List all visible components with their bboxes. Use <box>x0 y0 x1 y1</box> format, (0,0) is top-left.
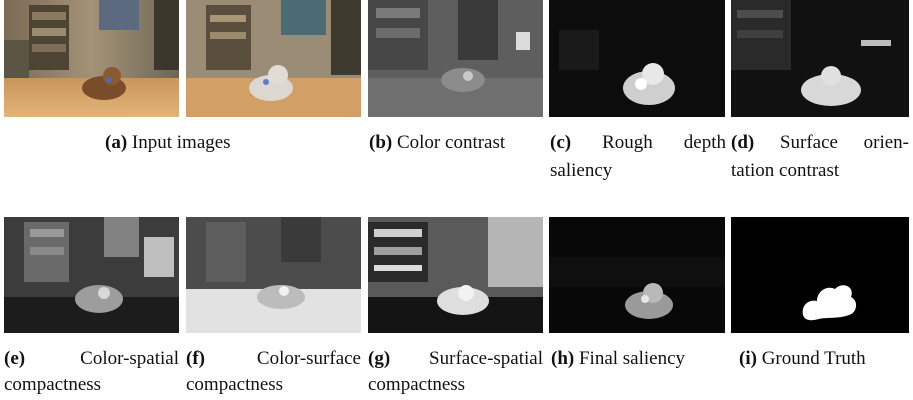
color-contrast-map <box>368 0 543 117</box>
caption-f: (f) Color-surface <box>186 348 361 369</box>
caption-e: (e) Color-spatial <box>4 348 179 369</box>
color-spatial-compactness-map <box>4 217 179 333</box>
final-saliency-map <box>549 217 725 333</box>
caption-e-line2: compactness <box>4 374 102 395</box>
rough-depth-saliency-map <box>549 0 725 117</box>
caption-f-line2: compactness <box>186 374 284 395</box>
caption-c-line2: saliency <box>550 160 613 181</box>
caption-g-line2: compactness <box>368 374 466 395</box>
input-depth-image <box>186 0 361 117</box>
caption-b: (b) Color contrast <box>369 132 506 153</box>
caption-a: (a) Input images <box>105 132 231 153</box>
caption-h: (h) Final saliency <box>551 348 686 369</box>
surface-orientation-contrast-map <box>731 0 909 117</box>
caption-g: (g) Surface-spatial <box>368 348 543 369</box>
caption-c: (c) Rough depth <box>550 132 727 153</box>
caption-d: (d) Surface orien- <box>731 132 909 153</box>
surface-spatial-compactness-map <box>368 217 543 333</box>
color-surface-compactness-map <box>186 217 361 333</box>
caption-i: (i) Ground Truth <box>739 348 866 369</box>
ground-truth-mask <box>731 217 909 333</box>
input-color-image <box>4 0 179 117</box>
caption-d-line2: tation contrast <box>731 160 840 181</box>
